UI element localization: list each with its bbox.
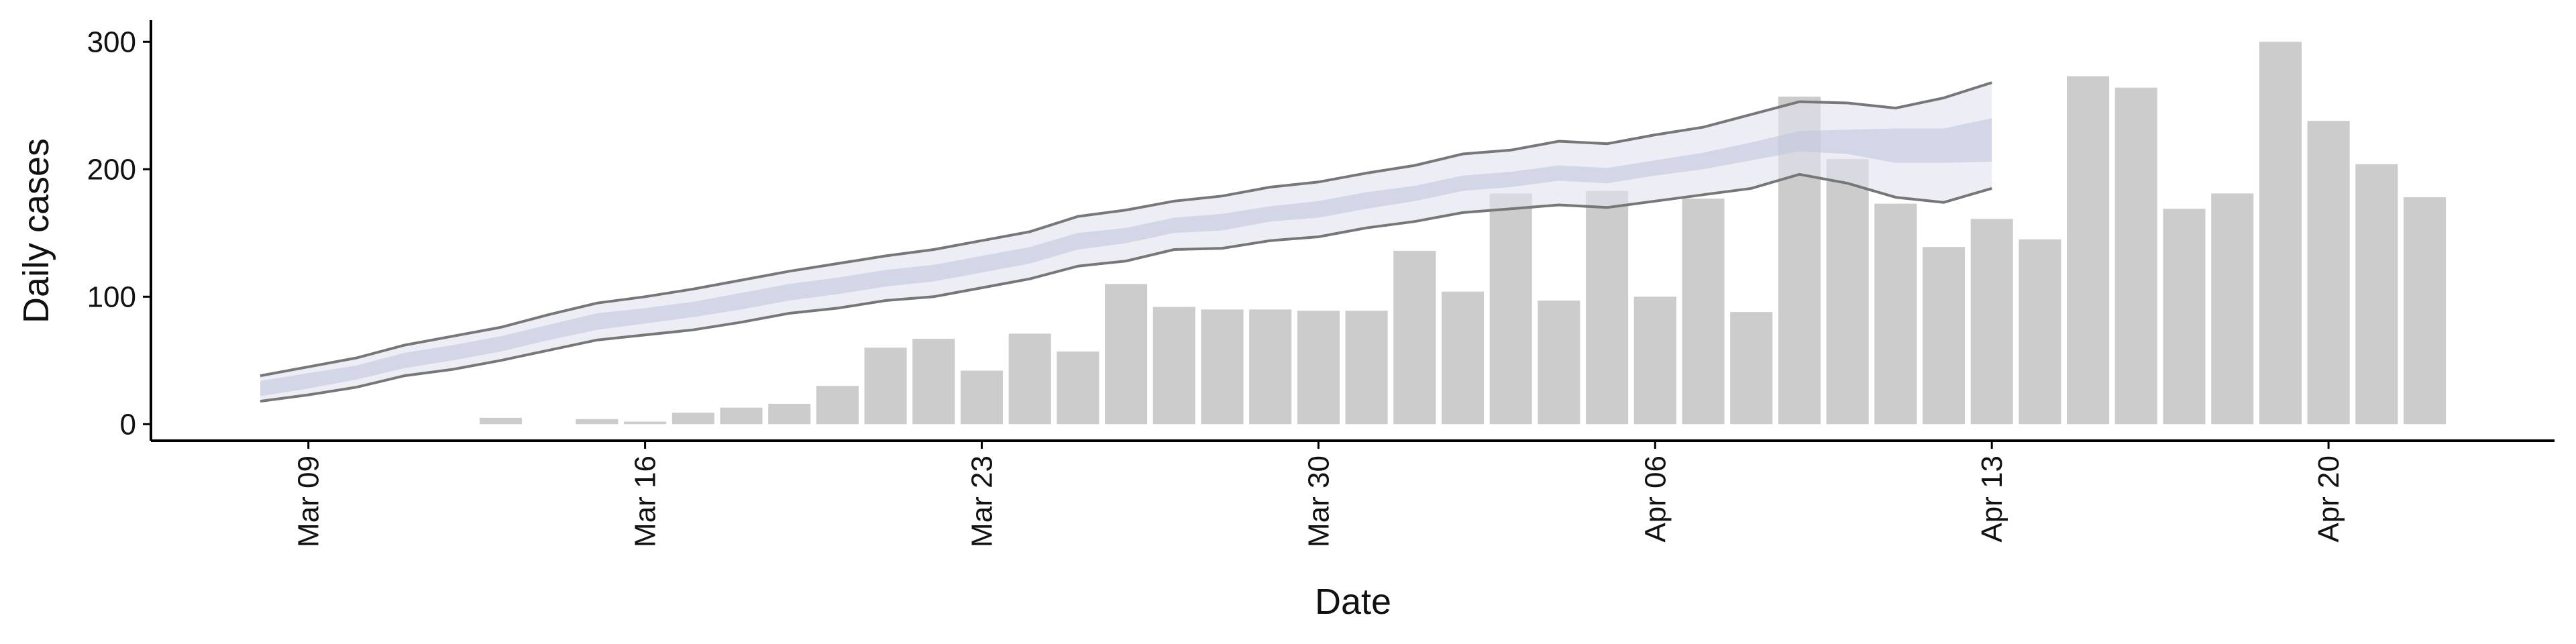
y-axis-title: Daily cases: [16, 138, 56, 323]
bar: [1874, 203, 1917, 425]
x-tick-label: Mar 23: [966, 455, 999, 547]
x-tick-label: Mar 16: [629, 455, 662, 547]
bar: [1730, 312, 1773, 425]
y-tick-label: 0: [120, 408, 136, 441]
bar: [1249, 309, 1292, 425]
x-tick-label: Apr 13: [1976, 455, 2008, 543]
bar: [1297, 311, 1340, 425]
bar: [864, 347, 907, 425]
bar: [1586, 191, 1629, 425]
bar: [1826, 159, 1869, 425]
y-tick-label: 300: [87, 25, 136, 58]
band-edge: [260, 172, 1992, 403]
bar: [2355, 164, 2398, 425]
bar: [1152, 307, 1195, 425]
bar: [2114, 87, 2157, 425]
bar: [1393, 250, 1436, 425]
x-axis-title: Date: [1315, 582, 1391, 622]
y-tick-label: 200: [87, 153, 136, 186]
bar: [672, 413, 714, 425]
bar: [2067, 76, 2110, 425]
x-tick-label: Apr 06: [1639, 455, 1672, 543]
bar: [2403, 197, 2447, 425]
bar: [479, 417, 523, 425]
bar: [1489, 193, 1532, 425]
bar: [720, 407, 763, 425]
x-tick-label: Mar 09: [292, 455, 325, 547]
band: [260, 118, 1992, 396]
y-tick-label: 100: [87, 280, 136, 313]
bar: [1008, 333, 1051, 425]
bar: [576, 419, 619, 425]
x-tick-label: Apr 20: [2312, 455, 2345, 543]
bar: [912, 339, 955, 425]
bar: [1345, 311, 1388, 425]
bar: [2259, 42, 2302, 425]
bar: [1201, 309, 1244, 425]
bar: [1538, 301, 1580, 425]
bar: [2211, 193, 2254, 425]
band-edge: [260, 81, 1992, 378]
x-tick-label: Mar 30: [1302, 455, 1335, 547]
bar: [1057, 352, 1099, 425]
bar: [1922, 247, 1966, 425]
bar: [960, 370, 1004, 425]
bar: [1970, 219, 2013, 425]
bar: [2307, 121, 2350, 425]
bar: [2019, 239, 2061, 425]
bar: [768, 403, 811, 425]
bar: [1441, 291, 1485, 425]
bar: [1682, 199, 1725, 425]
bar: [1105, 284, 1148, 425]
bar: [816, 386, 859, 425]
bar: [1633, 297, 1676, 425]
bar: [2163, 209, 2206, 425]
bar: [624, 421, 667, 425]
